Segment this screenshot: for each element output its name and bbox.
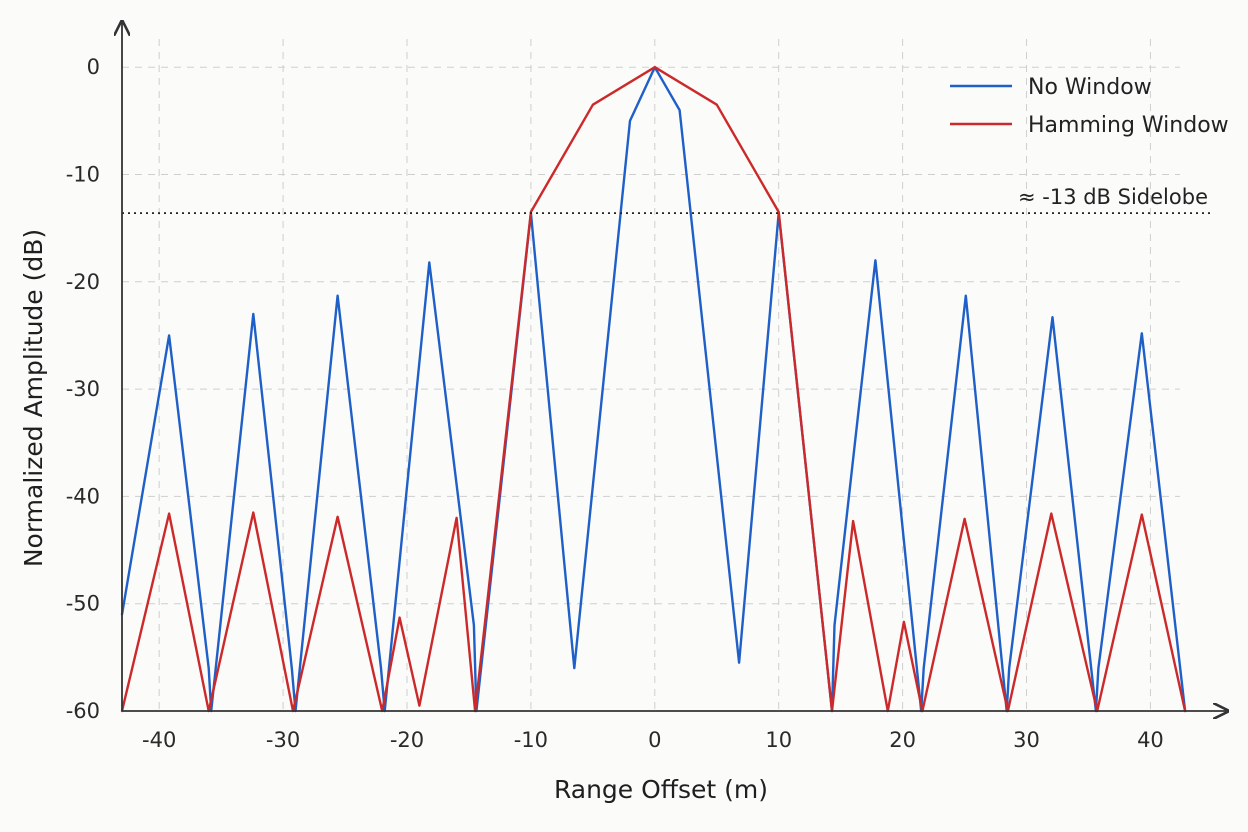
y-tick-label: -40: [66, 484, 100, 508]
legend: No Window Hamming Window: [950, 75, 1229, 138]
y-tick-labels: 0 -10 -20 -30 -40 -50 -60: [66, 55, 100, 723]
x-tick-label: -20: [390, 728, 424, 752]
x-tick-label: 40: [1137, 728, 1164, 752]
y-tick-label: -30: [66, 377, 100, 401]
x-tick-labels: -40 -30 -20 -10 0 10 20 30 40: [142, 728, 1164, 752]
y-tick-label: -10: [66, 162, 100, 186]
x-axis-title: Range Offset (m): [554, 775, 768, 804]
x-tick-label: -10: [514, 728, 548, 752]
sidelobe-annotation-label: ≈ -13 dB Sidelobe: [1018, 185, 1208, 209]
y-tick-label: -20: [66, 270, 100, 294]
series-layer: [120, 66, 1187, 713]
x-tick-label: 20: [889, 728, 916, 752]
series-hamming-window-line: [120, 66, 1187, 713]
y-axis-title: Normalized Amplitude (dB): [19, 229, 48, 567]
x-tick-label: 10: [765, 728, 792, 752]
x-tick-label: 0: [648, 728, 661, 752]
legend-label-hamming-window: Hamming Window: [1028, 113, 1229, 138]
x-tick-label: -30: [266, 728, 300, 752]
y-tick-label: 0: [87, 55, 100, 79]
y-tick-label: -50: [66, 592, 100, 616]
x-tick-label: 30: [1013, 728, 1040, 752]
y-tick-label: -60: [66, 699, 100, 723]
x-tick-label: -40: [142, 728, 176, 752]
annotation-layer: ≈ -13 dB Sidelobe: [122, 185, 1214, 215]
axes: [122, 23, 1226, 711]
legend-label-no-window: No Window: [1028, 75, 1152, 100]
grid-lines: [122, 39, 1180, 711]
